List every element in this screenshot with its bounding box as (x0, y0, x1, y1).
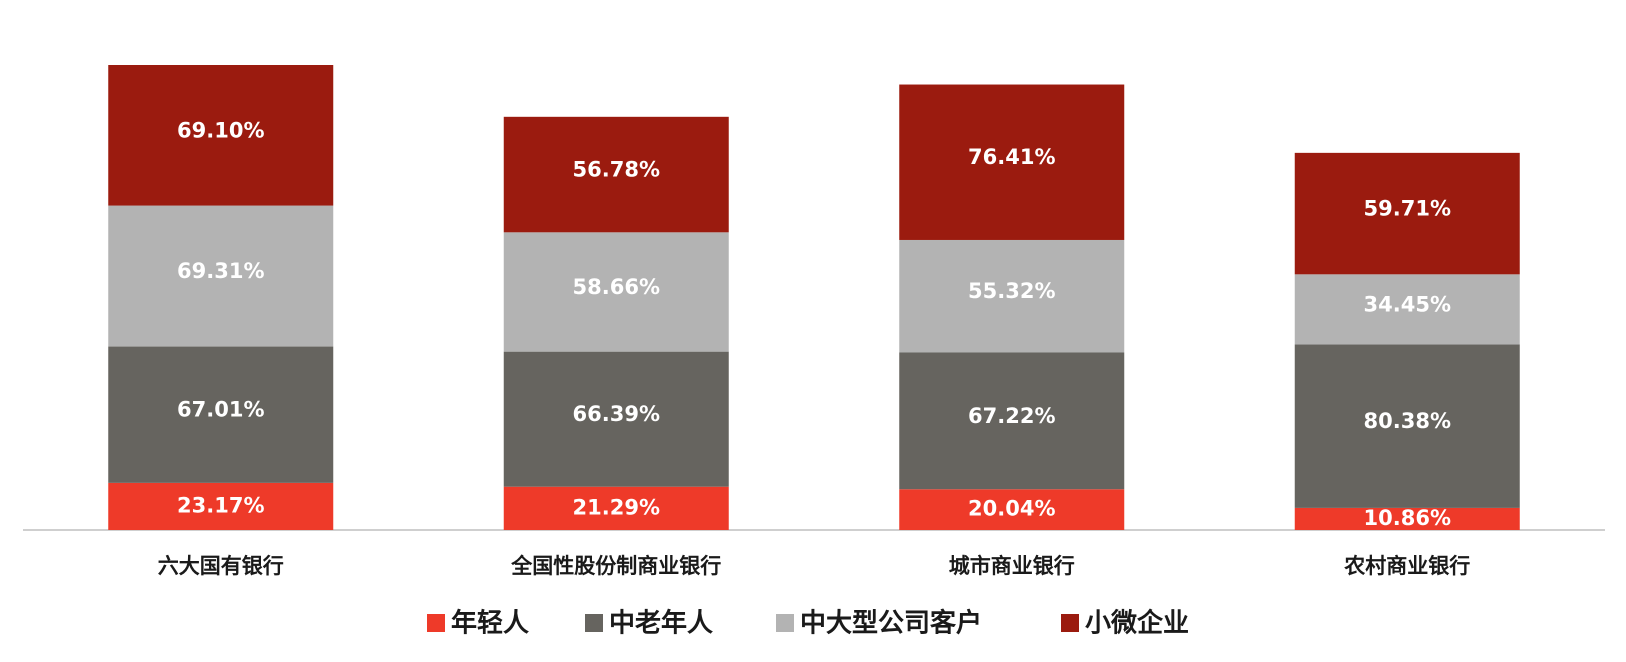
bar-segment (1294, 344, 1520, 508)
data-label: 56.78% (573, 158, 660, 182)
legend-swatch (585, 614, 603, 632)
bar-segment (899, 489, 1125, 530)
bar-segment (108, 65, 334, 206)
legend-label: 年轻人 (451, 608, 529, 639)
data-label: 34.45% (1364, 292, 1451, 316)
bar-segment (1294, 507, 1520, 530)
bar-segment (108, 346, 334, 483)
x-tick-label: 六大国有银行 (158, 554, 284, 578)
data-label: 67.01% (177, 398, 264, 422)
data-label: 10.86% (1364, 506, 1451, 530)
bar-segment (503, 232, 729, 352)
data-label: 69.31% (177, 259, 264, 283)
legend-swatch (427, 614, 445, 632)
legend-swatch (1061, 614, 1079, 632)
bar-segment (503, 486, 729, 530)
data-label: 80.38% (1364, 409, 1451, 433)
legend-label: 中老年人 (609, 608, 713, 639)
bar-segment (899, 239, 1125, 353)
data-label: 20.04% (968, 497, 1055, 521)
data-label: 58.66% (573, 275, 660, 299)
data-label: 59.71% (1364, 197, 1451, 221)
bar-segment (108, 482, 334, 530)
x-tick-label: 城市商业银行 (949, 554, 1075, 578)
data-label: 76.41% (968, 145, 1055, 169)
bar-segment (899, 84, 1125, 240)
data-label: 23.17% (177, 493, 264, 517)
bar-segment (899, 352, 1125, 490)
data-label: 69.10% (177, 118, 264, 142)
legend-label: 中大型公司客户 (800, 608, 982, 639)
bar-segment (503, 351, 729, 487)
data-label: 55.32% (968, 279, 1055, 303)
data-label: 21.29% (573, 495, 660, 519)
data-label: 66.39% (573, 402, 660, 426)
data-label: 67.22% (968, 404, 1055, 428)
legend-label: 小微企业 (1085, 608, 1189, 639)
legend-swatch (776, 614, 794, 632)
bar-segment (1294, 152, 1520, 275)
bar-segment (108, 205, 334, 347)
x-tick-label: 全国性股份制商业银行 (510, 554, 721, 578)
bar-segment (1294, 274, 1520, 345)
x-tick-label: 农村商业银行 (1343, 554, 1470, 578)
bar-segment (503, 116, 729, 233)
